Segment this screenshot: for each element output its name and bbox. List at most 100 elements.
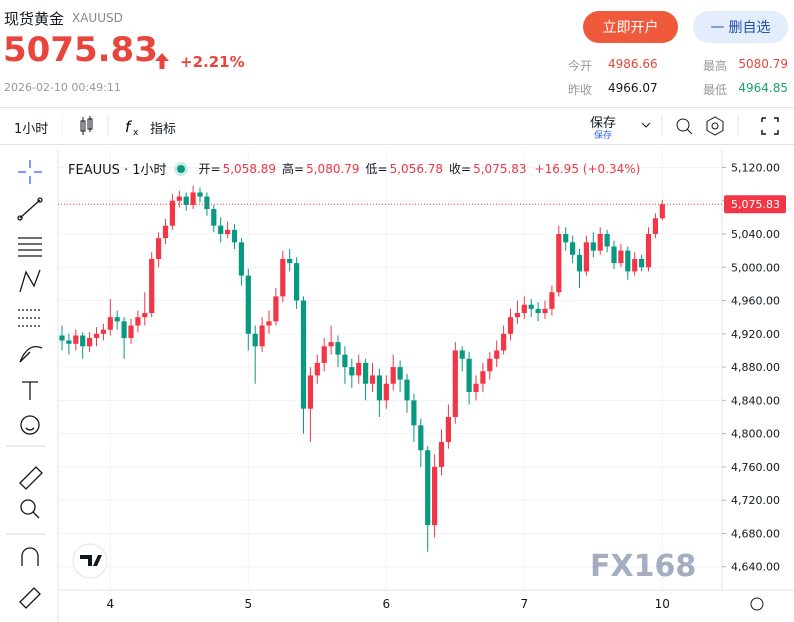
chart-legend: FEAUUS · 1小时 开= 5,058.89 高= 5,080.79 低= 5,056…: [68, 159, 646, 179]
legend-label: 低=: [365, 162, 388, 176]
candle-body: [231, 229, 238, 243]
candle-body: [162, 225, 169, 239]
last-price-label: 5,075.83: [731, 198, 780, 211]
candle-body: [556, 234, 562, 293]
candle-body: [501, 333, 507, 351]
candle-body: [632, 258, 638, 272]
svg-text:f: f: [125, 118, 133, 136]
candle-body: [611, 246, 617, 264]
candle-body: [190, 192, 196, 205]
candle-body: [549, 292, 555, 309]
candle-body: [80, 335, 86, 347]
candle-body: [107, 317, 113, 330]
candle-body: [273, 296, 279, 322]
candle-body: [487, 358, 493, 372]
candle-body: [156, 238, 162, 259]
candle-body: [438, 441, 445, 467]
y-tick-label: 4,720.00: [731, 494, 780, 507]
toolbar: [0, 107, 794, 145]
remove-watch-button[interactable]: — 删自选: [693, 11, 788, 43]
y-tick-label: 5,040.00: [731, 228, 780, 241]
last-price-box: [724, 195, 786, 214]
candle-body: [197, 192, 203, 197]
change: +2.21%: [180, 53, 245, 71]
candle-body: [583, 242, 590, 272]
title: 现货黄金: [4, 10, 65, 28]
candle-body: [135, 317, 141, 326]
candle-body: [225, 229, 231, 235]
x-tick-label: 5: [244, 597, 252, 611]
candle-body: [542, 308, 548, 314]
y-tick-label: 5,120.00: [731, 161, 780, 174]
drawing-tools: [6, 160, 46, 609]
svg-text:x: x: [133, 128, 139, 138]
candle-body: [121, 321, 127, 338]
candle-body: [335, 342, 341, 355]
candle-body: [604, 234, 610, 247]
remove-watch-label: 删自选: [728, 20, 771, 36]
candle-body: [639, 258, 645, 268]
candle-body: [142, 313, 148, 318]
candle-body: [169, 200, 176, 226]
candle-body: [445, 416, 452, 442]
x-tick-label: 7: [520, 597, 528, 611]
candle-body: [211, 209, 217, 226]
candle-body: [59, 335, 65, 341]
candle-body: [128, 325, 134, 338]
candle-body: [328, 342, 334, 347]
interval-button[interactable]: 1小时: [14, 122, 49, 137]
y-tick-label: 4,840.00: [731, 394, 780, 407]
y-tick-label: 5,000.00: [731, 261, 780, 274]
legend-label: 高=: [282, 162, 305, 176]
candle-body: [342, 354, 348, 368]
chart-title: FEAUUS · 1小时: [68, 163, 167, 178]
candle-body: [452, 350, 458, 417]
candle-body: [363, 362, 369, 384]
price: 5075.83: [3, 30, 158, 70]
tv-logo: [72, 543, 108, 579]
candle-body: [252, 333, 258, 347]
candle-body: [287, 258, 293, 264]
legend-value: 5,075.83: [473, 161, 527, 176]
tv-logo-mark: [80, 555, 102, 566]
x-tick-label: 10: [655, 597, 670, 611]
stat-value: 4966.07: [608, 81, 658, 95]
candle-body: [218, 225, 224, 235]
settings-icon: [750, 597, 764, 611]
stat-label: 昨收: [568, 83, 593, 97]
candle-body: [356, 362, 362, 376]
open-account-button[interactable]: 立即开户: [583, 11, 678, 43]
symbol: XAUUSD: [72, 11, 123, 25]
candle-body: [514, 313, 521, 318]
candle-body: [321, 346, 327, 363]
candle-body: [87, 337, 93, 347]
stat-label: 今开: [568, 59, 593, 73]
candle-body: [73, 335, 79, 344]
candle-body: [459, 350, 465, 359]
candle-body: [294, 263, 300, 301]
stat-value: 4986.66: [608, 57, 658, 71]
toolbar-right-icons: [641, 116, 779, 136]
x-tick-label: 4: [106, 597, 114, 611]
indicators-button[interactable]: 指标: [150, 122, 177, 137]
legend-value: 5,058.89: [222, 161, 277, 176]
y-tick-label: 4,800.00: [731, 428, 780, 441]
legend-label: 开=: [198, 162, 221, 176]
candle-body: [176, 196, 182, 201]
candle-body: [259, 325, 265, 347]
candle-body: [507, 317, 514, 334]
save-button[interactable]: 保存: [590, 116, 617, 131]
candle-body: [590, 242, 596, 251]
candle-body: [659, 204, 665, 219]
candle-body: [535, 308, 541, 314]
candle-body: [432, 466, 438, 526]
candle-body: [100, 329, 107, 334]
candle-body: [625, 250, 631, 272]
candle-body: [466, 358, 472, 393]
candle-body: [521, 304, 527, 314]
candle-body: [245, 275, 251, 334]
candle-body: [618, 250, 624, 264]
candle-body: [349, 367, 355, 376]
